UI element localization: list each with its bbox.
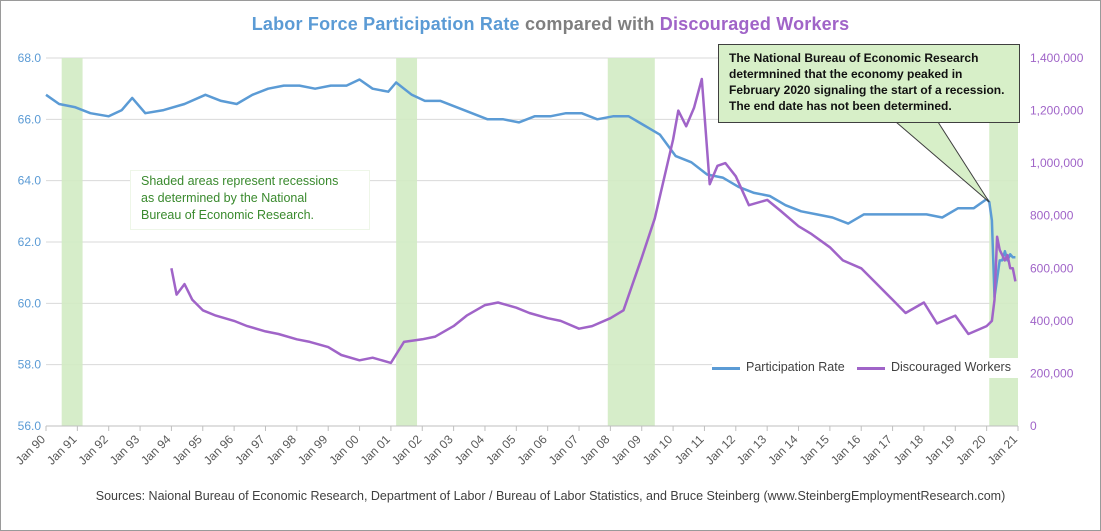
x-tick-label: Jan 19 xyxy=(922,432,958,468)
x-tick-label: Jan 18 xyxy=(891,432,927,468)
y-right-tick-label: 800,000 xyxy=(1030,209,1074,223)
x-tick-label: Jan 16 xyxy=(828,432,864,468)
y-left-tick-label: 66.0 xyxy=(18,112,42,126)
recession-band xyxy=(396,58,418,426)
y-right-tick-label: 600,000 xyxy=(1030,261,1074,275)
x-tick-label: Jan 21 xyxy=(985,432,1021,468)
y-left-tick-label: 56.0 xyxy=(18,419,42,433)
x-tick-label: Jan 00 xyxy=(326,432,362,468)
y-left-tick-label: 58.0 xyxy=(18,358,42,372)
shade-note-line: Bureau of Economic Research. xyxy=(141,208,315,222)
x-tick-label: Jan 93 xyxy=(107,432,143,468)
y-right-tick-label: 200,000 xyxy=(1030,366,1074,380)
chart-legend: Participation Rate Discouraged Workers xyxy=(712,358,1018,378)
nber-callout: The National Bureau of Economic Research… xyxy=(718,44,1020,123)
x-tick-label: Jan 15 xyxy=(797,432,833,468)
nber-note-line: February 2020 signaling the start of a r… xyxy=(729,83,1005,97)
x-tick-label: Jan 05 xyxy=(483,432,519,468)
x-tick-label: Jan 90 xyxy=(13,432,49,468)
y-right-tick-label: 1,400,000 xyxy=(1030,51,1084,65)
legend-label-participation: Participation Rate xyxy=(746,360,845,374)
x-tick-label: Jan 06 xyxy=(514,432,550,468)
x-tick-label: Jan 13 xyxy=(734,432,770,468)
x-tick-label: Jan 98 xyxy=(264,432,300,468)
discouraged-workers-line xyxy=(170,77,1017,365)
recession-shading-note: Shaded areas represent recessions as det… xyxy=(130,170,370,230)
shade-note-line: Shaded areas represent recessions xyxy=(141,174,339,188)
x-tick-label: Jan 03 xyxy=(420,432,456,468)
y-left-tick-label: 62.0 xyxy=(18,235,42,249)
y-right-tick-label: 0 xyxy=(1030,419,1037,433)
x-tick-label: Jan 94 xyxy=(138,432,174,468)
x-tick-label: Jan 91 xyxy=(44,432,80,468)
recession-band xyxy=(61,58,83,426)
x-tick-label: Jan 09 xyxy=(608,432,644,468)
x-tick-label: Jan 01 xyxy=(358,432,394,468)
x-tick-label: Jan 11 xyxy=(672,432,707,467)
x-tick-label: Jan 12 xyxy=(703,432,739,468)
y-left-tick-label: 64.0 xyxy=(18,174,42,188)
chart-title: Labor Force Participation Rate compared … xyxy=(0,14,1101,35)
y-left-tick-label: 60.0 xyxy=(18,296,42,310)
participation-rate-line xyxy=(45,78,1016,299)
x-tick-label: Jan 14 xyxy=(765,432,801,468)
y-right-tick-label: 1,200,000 xyxy=(1030,104,1084,118)
x-tick-label: Jan 96 xyxy=(201,432,237,468)
title-participation: Labor Force Participation Rate xyxy=(251,14,520,34)
x-tick-label: Jan 20 xyxy=(953,432,989,468)
source-note: Sources: Naional Bureau of Economic Rese… xyxy=(95,489,1006,503)
nber-note-line: The National Bureau of Economic Research xyxy=(729,51,979,65)
x-tick-label: Jan 02 xyxy=(389,432,425,468)
x-tick-label: Jan 07 xyxy=(546,432,582,468)
legend-label-discouraged: Discouraged Workers xyxy=(891,360,1011,374)
x-tick-label: Jan 95 xyxy=(170,432,206,468)
y-left-tick-label: 68.0 xyxy=(18,51,42,65)
x-tick-label: Jan 99 xyxy=(295,432,331,468)
nber-note-line: determnined that the economy peaked in xyxy=(729,67,963,81)
legend-swatch-discouraged xyxy=(857,367,885,370)
y-right-tick-label: 1,000,000 xyxy=(1030,156,1084,170)
x-tick-label: Jan 17 xyxy=(859,432,895,468)
x-tick-label: Jan 10 xyxy=(640,432,676,468)
callout-pointer xyxy=(894,121,990,203)
shade-note-line: as determined by the National xyxy=(141,191,308,205)
title-compared: compared with xyxy=(524,14,655,34)
nber-note-line: The end date has not been determined. xyxy=(729,99,952,113)
title-discouraged: Discouraged Workers xyxy=(659,14,850,34)
x-tick-label: Jan 08 xyxy=(577,432,613,468)
legend-swatch-participation xyxy=(712,367,740,370)
y-right-tick-label: 400,000 xyxy=(1030,314,1074,328)
x-tick-label: Jan 04 xyxy=(452,432,488,468)
x-tick-label: Jan 97 xyxy=(232,432,268,468)
x-tick-label: Jan 92 xyxy=(75,432,111,468)
